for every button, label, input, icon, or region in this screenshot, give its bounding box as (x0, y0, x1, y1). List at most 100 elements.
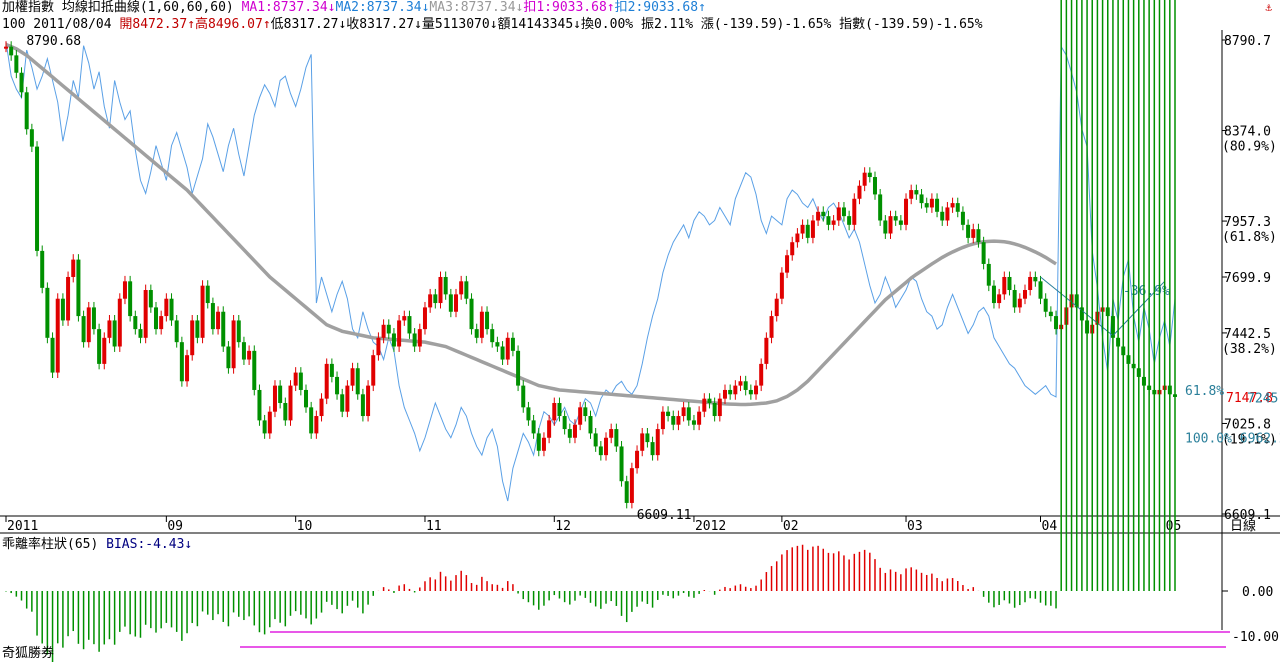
candle-body-168 (872, 177, 877, 195)
candle-body-103 (536, 433, 541, 451)
candle-body-108 (562, 416, 567, 430)
candle-body-28 (148, 290, 153, 308)
candle-body-177 (919, 194, 924, 204)
anchor-icon[interactable]: ⚓ (1265, 1, 1272, 14)
deduct-line (5, 41, 1176, 502)
candle-body-147 (764, 337, 769, 364)
candle-body-135 (702, 398, 707, 412)
period-label: 日線 (1230, 518, 1256, 534)
quote-seg-0: 100 2011/08/04 (2, 17, 120, 32)
candle-body-3 (19, 72, 24, 93)
candle-body-143 (743, 381, 748, 390)
candle-body-113 (588, 416, 593, 434)
candle-body-169 (878, 194, 883, 221)
candle-body-185 (960, 211, 965, 225)
candle-body-104 (541, 437, 546, 451)
quote-seg-1: 開8472.37↑ (119, 17, 196, 32)
candle-body-66 (345, 385, 350, 412)
candle-body-77 (402, 316, 407, 321)
candle-body-92 (479, 311, 484, 338)
candle-body-187 (971, 229, 976, 238)
xtick-label-6: 02 (783, 519, 799, 534)
candle-body-151 (785, 255, 790, 273)
candle-body-6 (35, 146, 40, 251)
ma-line (5, 42, 1057, 407)
candle-body-119 (619, 446, 624, 482)
header-seg-3: MA3:8737.34↓ (429, 0, 524, 15)
candle-body-33 (174, 320, 179, 343)
candle-body-132 (686, 407, 691, 421)
candle-body-174 (904, 198, 909, 225)
candle-body-186 (966, 224, 971, 238)
candle-body-146 (759, 363, 764, 386)
candle-body-48 (252, 350, 257, 390)
candle-body-189 (981, 242, 986, 264)
candle-body-176 (914, 190, 919, 195)
candle-body-200 (1038, 281, 1043, 299)
candle-body-65 (340, 394, 345, 412)
candle-body-2 (14, 55, 19, 73)
candle-body-182 (945, 207, 950, 221)
candle-body-53 (278, 385, 283, 403)
candle-body-136 (707, 398, 712, 403)
candle-body-93 (485, 311, 490, 330)
candle-body-140 (728, 389, 733, 395)
candle-body-175 (909, 190, 914, 199)
quote-seg-3: 低8317.27↓ (270, 17, 347, 32)
xtick-label-9: 05 (1166, 519, 1182, 534)
candle-body-109 (567, 429, 572, 438)
candle-body-15 (81, 316, 86, 343)
candle-body-194 (1007, 276, 1012, 291)
candle-body-150 (779, 272, 784, 299)
candle-body-51 (267, 411, 272, 434)
candle-body-83 (433, 294, 438, 304)
candle-body-70 (366, 385, 371, 417)
candle-body-183 (950, 203, 955, 208)
last-price-label: 7147.8 (1226, 391, 1273, 406)
candle-body-145 (754, 385, 759, 395)
candle-body-121 (629, 468, 634, 503)
candle-body-67 (350, 368, 355, 386)
ytick-pct-1: (80.9%) (1222, 140, 1277, 155)
candle-body-80 (417, 329, 422, 347)
candle-body-161 (836, 207, 841, 221)
candle-body-131 (681, 407, 686, 417)
candle-body-171 (888, 216, 893, 234)
candle-body-75 (391, 333, 396, 347)
candle-body-144 (748, 389, 753, 395)
candle-body-86 (448, 294, 453, 312)
candle-body-63 (329, 363, 334, 377)
bias-seg-1: BIAS:-4.43↓ (106, 537, 193, 552)
candle-body-202 (1048, 311, 1053, 317)
candle-body-191 (991, 285, 996, 304)
ytick-pct-2: (61.8%) (1222, 230, 1277, 245)
candle-body-23 (122, 281, 127, 299)
candle-body-152 (790, 242, 795, 256)
candle-body-19 (102, 337, 107, 364)
bias-ytick-label-0: 0.00 (1242, 585, 1273, 600)
header-seg-0: 加權指數 均線扣抵曲線(1,60,60,60) (2, 0, 242, 15)
candle-body-195 (1012, 290, 1017, 308)
candle-body-110 (572, 424, 577, 438)
candle-body-117 (609, 429, 614, 438)
candle-body-20 (107, 320, 112, 338)
candle-body-24 (128, 281, 133, 317)
candle-body-115 (598, 446, 603, 456)
candle-body-73 (381, 324, 386, 338)
candle-body-18 (97, 329, 102, 364)
header-seg-2: MA2:8737.34↓ (335, 0, 430, 15)
quote-seg-7: 換0.00% (580, 17, 641, 32)
candle-body-17 (91, 307, 96, 330)
candle-body-199 (1033, 276, 1038, 282)
candle-body-178 (924, 203, 929, 208)
candle-body-165 (857, 185, 862, 199)
bias-seg-0: 乖離率柱狀(65) (2, 537, 107, 552)
candle-body-42 (221, 311, 226, 347)
candle-body-100 (521, 385, 526, 408)
quote-seg-5: 量5113070↓ (421, 17, 498, 32)
quote-seg-2: 高8496.07↑ (195, 17, 271, 32)
candle-body-88 (459, 281, 464, 295)
candle-body-58 (304, 389, 309, 408)
